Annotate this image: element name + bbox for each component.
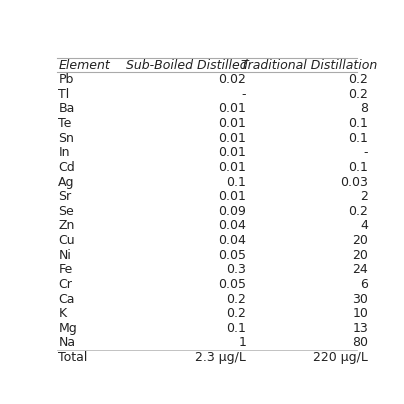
Text: Ni: Ni bbox=[58, 249, 71, 262]
Text: Te: Te bbox=[58, 117, 72, 130]
Text: Na: Na bbox=[58, 337, 76, 349]
Text: 0.01: 0.01 bbox=[218, 117, 246, 130]
Text: 0.05: 0.05 bbox=[218, 278, 246, 291]
Text: 20: 20 bbox=[352, 234, 368, 247]
Text: 80: 80 bbox=[352, 337, 368, 349]
Text: 6: 6 bbox=[360, 278, 368, 291]
Text: 0.01: 0.01 bbox=[218, 103, 246, 116]
Text: 0.05: 0.05 bbox=[218, 249, 246, 262]
Text: 0.01: 0.01 bbox=[218, 132, 246, 145]
Text: 0.2: 0.2 bbox=[348, 205, 368, 218]
Text: Zn: Zn bbox=[58, 219, 75, 232]
Text: Ba: Ba bbox=[58, 103, 75, 116]
Text: 0.01: 0.01 bbox=[218, 190, 246, 203]
Text: K: K bbox=[58, 307, 66, 320]
Text: Sr: Sr bbox=[58, 190, 72, 203]
Text: 0.2: 0.2 bbox=[226, 292, 246, 305]
Text: 0.2: 0.2 bbox=[348, 73, 368, 86]
Text: 4: 4 bbox=[360, 219, 368, 232]
Text: 0.3: 0.3 bbox=[226, 263, 246, 276]
Text: Cr: Cr bbox=[58, 278, 72, 291]
Text: 0.1: 0.1 bbox=[348, 132, 368, 145]
Text: -: - bbox=[242, 88, 246, 101]
Text: Se: Se bbox=[58, 205, 74, 218]
Text: Total: Total bbox=[58, 351, 88, 364]
Text: Sub-Boiled Distilled: Sub-Boiled Distilled bbox=[126, 59, 248, 72]
Text: 0.1: 0.1 bbox=[348, 117, 368, 130]
Text: 0.2: 0.2 bbox=[226, 307, 246, 320]
Text: 2.3 μg/L: 2.3 μg/L bbox=[195, 351, 246, 364]
Text: 1: 1 bbox=[238, 337, 246, 349]
Text: -: - bbox=[364, 146, 368, 159]
Text: Mg: Mg bbox=[58, 322, 77, 335]
Text: 0.1: 0.1 bbox=[226, 322, 246, 335]
Text: 220 μg/L: 220 μg/L bbox=[314, 351, 368, 364]
Text: 10: 10 bbox=[352, 307, 368, 320]
Text: 0.01: 0.01 bbox=[218, 146, 246, 159]
Text: In: In bbox=[58, 146, 70, 159]
Text: Pb: Pb bbox=[58, 73, 74, 86]
Text: 8: 8 bbox=[360, 103, 368, 116]
Text: 24: 24 bbox=[353, 263, 368, 276]
Text: 0.04: 0.04 bbox=[218, 234, 246, 247]
Text: 0.09: 0.09 bbox=[218, 205, 246, 218]
Text: Fe: Fe bbox=[58, 263, 73, 276]
Text: Cu: Cu bbox=[58, 234, 75, 247]
Text: 13: 13 bbox=[353, 322, 368, 335]
Text: Cd: Cd bbox=[58, 161, 75, 174]
Text: Ca: Ca bbox=[58, 292, 75, 305]
Text: 20: 20 bbox=[352, 249, 368, 262]
Text: Sn: Sn bbox=[58, 132, 74, 145]
Text: 2: 2 bbox=[360, 190, 368, 203]
Text: Traditional Distillation: Traditional Distillation bbox=[241, 59, 377, 72]
Text: 0.04: 0.04 bbox=[218, 219, 246, 232]
Text: 0.2: 0.2 bbox=[348, 88, 368, 101]
Text: Ag: Ag bbox=[58, 176, 75, 189]
Text: 0.1: 0.1 bbox=[226, 176, 246, 189]
Text: 0.01: 0.01 bbox=[218, 161, 246, 174]
Text: 0.1: 0.1 bbox=[348, 161, 368, 174]
Text: Element: Element bbox=[58, 59, 110, 72]
Text: 30: 30 bbox=[352, 292, 368, 305]
Text: 0.03: 0.03 bbox=[341, 176, 368, 189]
Text: 0.02: 0.02 bbox=[218, 73, 246, 86]
Text: Tl: Tl bbox=[58, 88, 69, 101]
